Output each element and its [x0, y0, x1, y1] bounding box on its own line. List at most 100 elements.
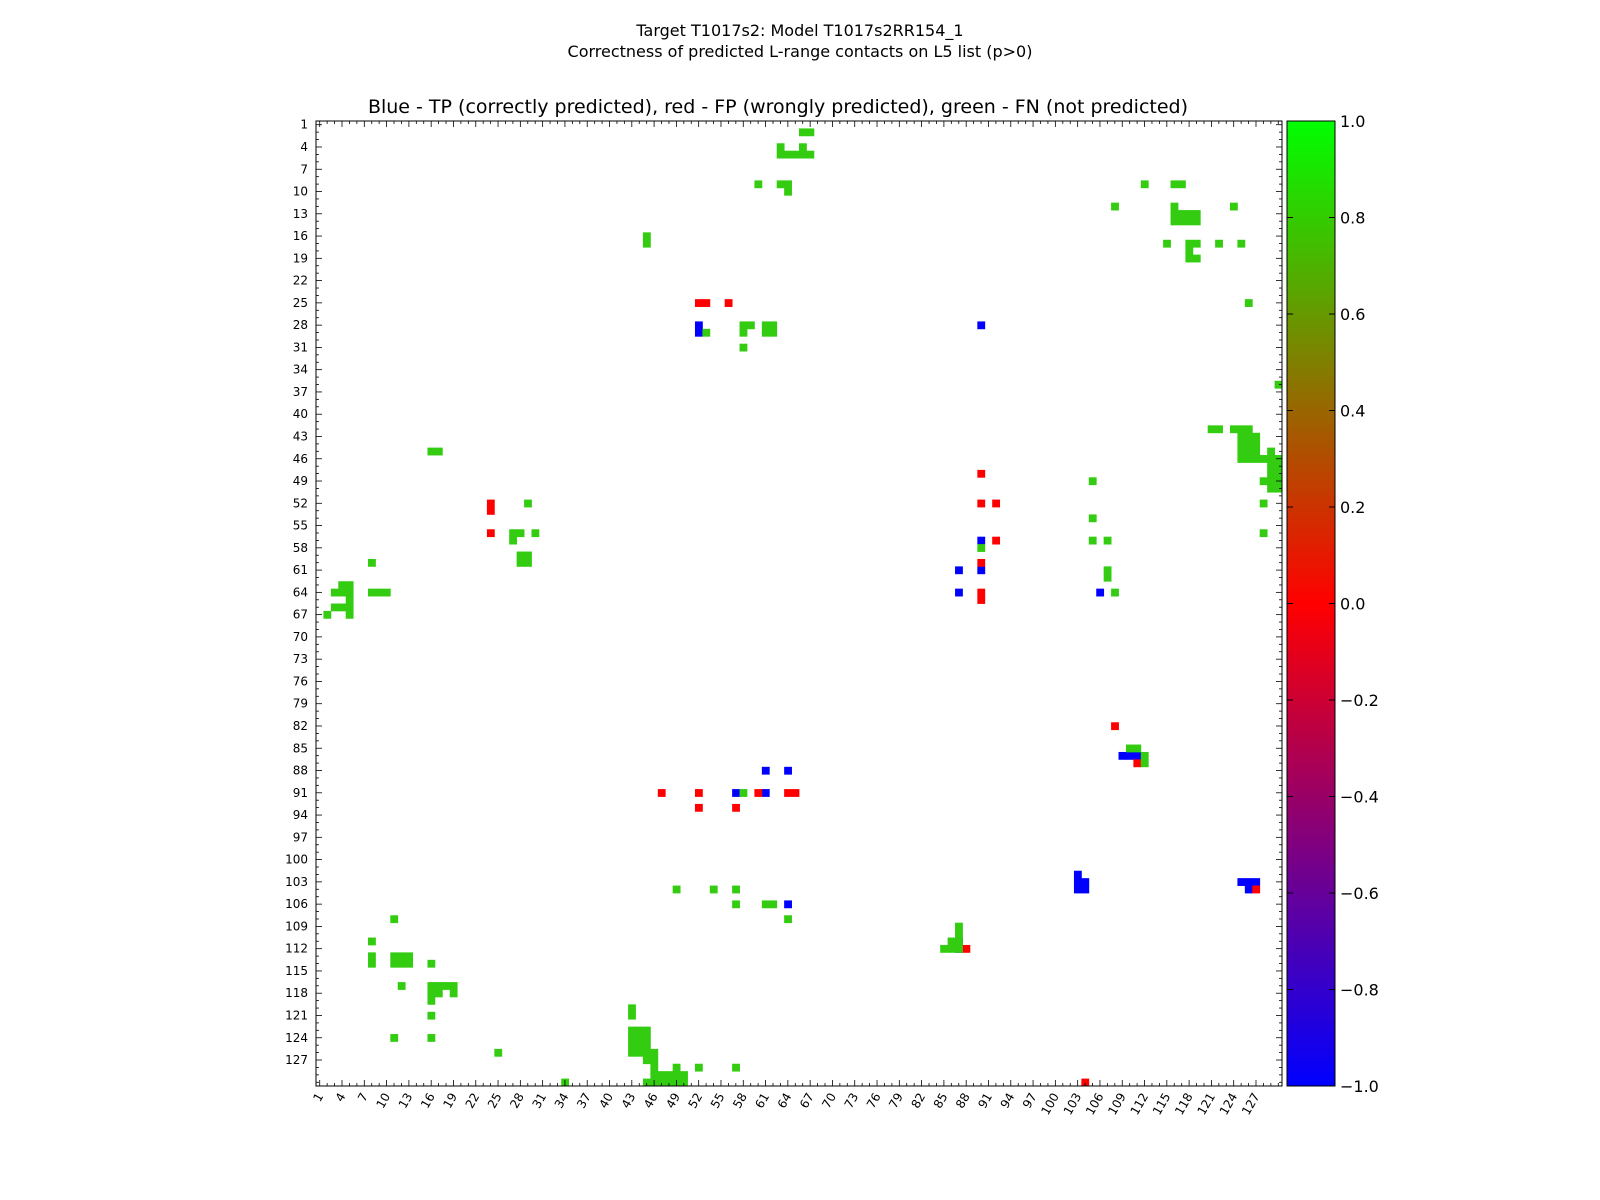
- colorbar-tick-label: 0.2: [1340, 498, 1365, 517]
- x-tick-label: 55: [708, 1091, 728, 1111]
- cell-tp: [1252, 878, 1261, 886]
- cell-fn: [732, 1063, 740, 1072]
- cell-fn: [628, 1004, 636, 1013]
- cell-fn: [1185, 239, 1194, 248]
- cell-fn: [732, 885, 740, 894]
- cell-fn: [323, 610, 332, 619]
- y-tick-label: 109: [285, 919, 308, 933]
- cell-fn: [806, 128, 815, 137]
- cell-fn: [1259, 455, 1268, 463]
- cell-fp: [992, 499, 1001, 508]
- x-tick-label: 118: [1172, 1091, 1196, 1118]
- cell-fn: [1103, 536, 1112, 545]
- cell-fn: [784, 150, 792, 159]
- cell-fn: [1244, 425, 1253, 434]
- cell-fn: [1215, 239, 1223, 248]
- cell-fn: [1088, 477, 1097, 486]
- cell-fn: [1252, 440, 1261, 449]
- cell-fn: [1229, 425, 1238, 434]
- x-tick-label: 46: [641, 1091, 661, 1111]
- cell-fn: [368, 558, 376, 567]
- x-tick-label: 103: [1061, 1091, 1085, 1118]
- cell-fn: [1267, 447, 1275, 456]
- cell-fn: [524, 558, 532, 567]
- cell-fn: [1267, 477, 1275, 486]
- cell-fp: [486, 499, 495, 508]
- y-tick-label: 55: [293, 519, 308, 533]
- cell-fn: [1274, 484, 1283, 493]
- cell-fn: [694, 1063, 703, 1072]
- cell-fn: [427, 1011, 436, 1020]
- x-tick-label: 31: [529, 1091, 549, 1111]
- y-tick-label: 1: [300, 118, 308, 132]
- y-tick-label: 61: [293, 563, 308, 577]
- cell-fn: [1244, 299, 1253, 307]
- cell-fn: [516, 551, 525, 560]
- cell-fn: [1170, 217, 1179, 226]
- cell-fp: [1081, 1078, 1090, 1087]
- x-tick-label: 52: [686, 1091, 706, 1111]
- suptitle-line-1: Target T1017s2: Model T1017s2RR154_1: [636, 21, 964, 40]
- cell-fn: [732, 900, 740, 909]
- y-tick-label: 91: [293, 786, 308, 800]
- x-tick-label: 76: [864, 1091, 884, 1111]
- x-tick-label: 16: [418, 1091, 438, 1111]
- cell-fp: [962, 944, 971, 953]
- cell-fn: [665, 1078, 674, 1087]
- cell-tp: [784, 900, 792, 909]
- cell-fn: [330, 588, 339, 597]
- cell-fp: [724, 299, 733, 307]
- cell-fn: [1170, 210, 1179, 218]
- cell-fn: [642, 1078, 651, 1087]
- cell-fn: [806, 150, 815, 159]
- cell-fn: [494, 1048, 503, 1057]
- cell-fn: [1185, 210, 1194, 218]
- cell-fp: [486, 529, 495, 538]
- y-tick-label: 121: [285, 1008, 308, 1022]
- cell-fn: [368, 952, 376, 961]
- cell-fp: [784, 789, 792, 797]
- cell-fn: [427, 1034, 436, 1042]
- cell-fn: [405, 959, 413, 968]
- cell-fn: [1185, 247, 1194, 256]
- cell-fn: [516, 558, 525, 567]
- cell-fp: [992, 536, 1001, 545]
- cell-fn: [761, 328, 770, 337]
- x-tick-label: 67: [797, 1091, 817, 1111]
- cell-fn: [390, 952, 399, 961]
- y-tick-label: 58: [293, 541, 308, 555]
- cell-fn: [375, 588, 384, 597]
- cell-fn: [769, 321, 778, 330]
- cell-fn: [1244, 447, 1253, 456]
- cell-tp: [1073, 885, 1082, 894]
- cell-fn: [680, 1078, 688, 1087]
- x-tick-label: 94: [998, 1091, 1018, 1111]
- cell-fn: [628, 1026, 636, 1035]
- cell-fn: [635, 1034, 644, 1042]
- cell-fn: [642, 1056, 651, 1065]
- x-tick-label: 112: [1128, 1091, 1152, 1118]
- x-tick-label: 28: [507, 1091, 527, 1111]
- cell-fn: [434, 982, 443, 990]
- y-tick-label: 79: [293, 697, 308, 711]
- cell-fn: [776, 180, 785, 189]
- cell-fn: [672, 1071, 681, 1079]
- colorbar-tick-label: −0.2: [1340, 691, 1379, 710]
- colorbar-gradient: [1286, 120, 1336, 1087]
- cell-fn: [427, 959, 436, 968]
- colorbar-tick-label: −1.0: [1340, 1077, 1379, 1096]
- cell-fn: [1267, 462, 1275, 471]
- cell-fn: [739, 789, 748, 797]
- cell-fn: [449, 989, 458, 998]
- cell-fn: [1103, 573, 1112, 582]
- cell-fn: [1267, 469, 1275, 478]
- cell-fn: [382, 588, 391, 597]
- cell-fn: [524, 499, 532, 508]
- cell-fn: [1088, 514, 1097, 523]
- cell-fn: [628, 1041, 636, 1050]
- cell-fn: [1103, 566, 1112, 575]
- cell-tp: [732, 789, 740, 797]
- cell-fn: [680, 1071, 688, 1079]
- cell-fn: [427, 996, 436, 1005]
- cell-fn: [397, 952, 406, 961]
